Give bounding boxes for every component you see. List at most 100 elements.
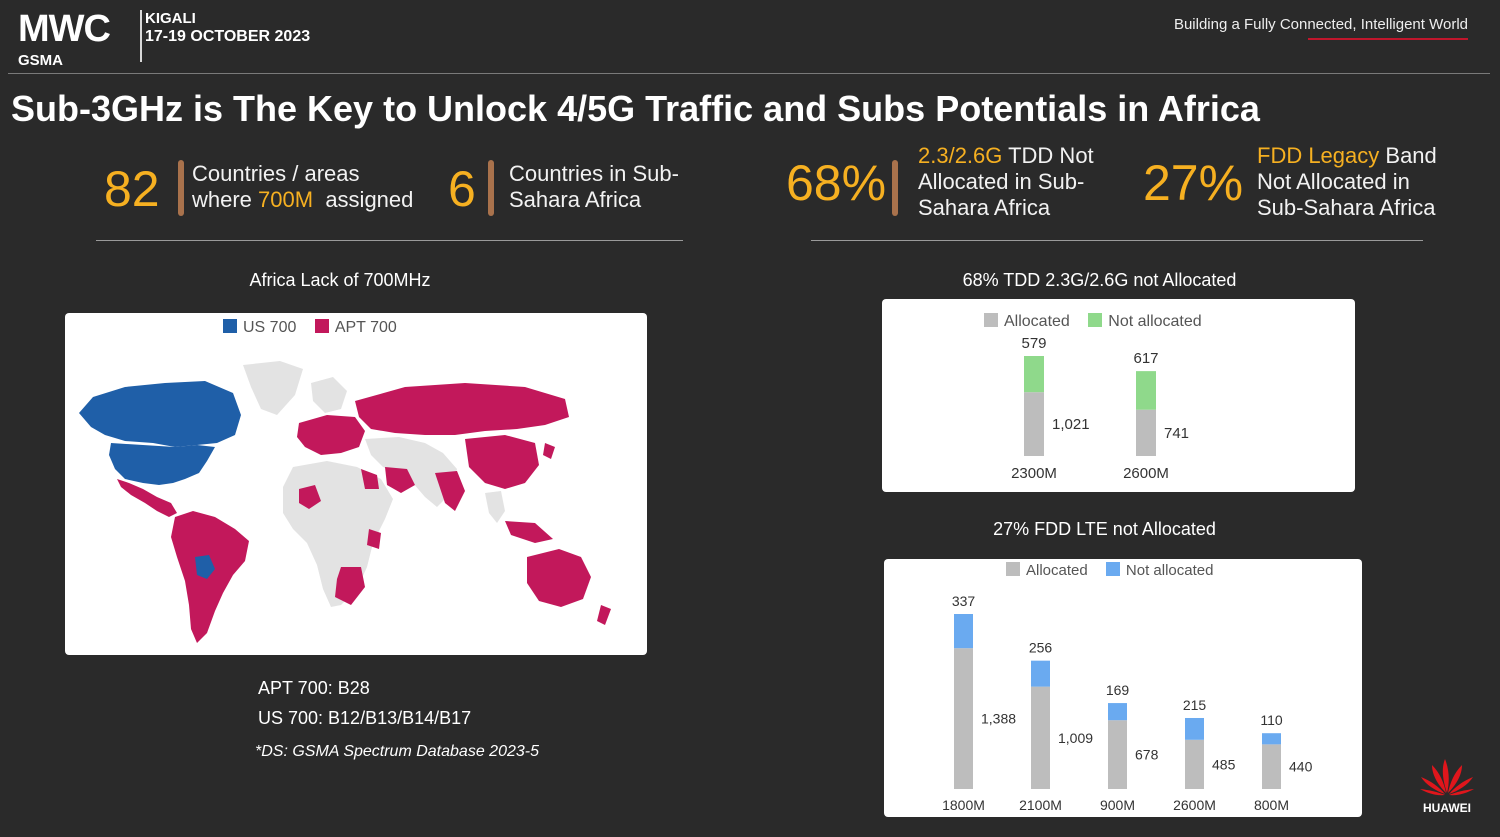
legend-swatch-us700: [223, 319, 237, 333]
map-africa-apt-west: [299, 485, 321, 509]
world-map: [79, 361, 611, 643]
huawei-logo-icon: [1420, 759, 1474, 796]
kpi-line: Not Allocated in: [1257, 169, 1410, 194]
bar-not-allocated-800M: [1262, 733, 1281, 745]
data-label-allocated: 1,021: [1052, 416, 1090, 433]
tdd-chart-panel: Allocated Not allocated 579 1,021 2300M 617…: [882, 299, 1355, 492]
map-south-america: [171, 511, 249, 643]
kpi-accent-bar: [892, 160, 898, 216]
tagline-underline: [1308, 38, 1468, 40]
legend-label-not-allocated: Not allocated: [1108, 313, 1202, 330]
map-title: Africa Lack of 700MHz: [249, 270, 431, 290]
data-label-not-allocated: 256: [1029, 640, 1053, 656]
data-label-not-allocated: 215: [1183, 697, 1207, 713]
legend-label-allocated: Allocated: [1004, 313, 1070, 330]
map-usa: [109, 443, 215, 485]
category-label: 2600M: [1173, 797, 1216, 813]
kpi-separator-left: [96, 240, 683, 241]
legend-label-not-allocated: Not allocated: [1125, 562, 1214, 579]
map-russia: [355, 383, 569, 435]
source-note: *DS: GSMA Spectrum Database 2023-5: [255, 743, 539, 760]
kpi-text: TDD Not: [1002, 143, 1094, 168]
map-china: [465, 435, 539, 489]
kpi-line: Countries in Sub-: [509, 161, 679, 186]
kpi-text: assigned: [313, 187, 414, 212]
map-egypt: [361, 469, 379, 489]
kpi-highlight: 2.3/2.6G: [918, 143, 1003, 168]
map-indonesia: [505, 521, 553, 543]
map-japan: [543, 443, 555, 459]
legend-label-apt700: APT 700: [334, 319, 397, 336]
category-label: 2600M: [1123, 465, 1169, 482]
kpi-line: Sub-Sahara Africa: [1257, 195, 1436, 220]
world-map-panel: US 700 APT 700: [65, 313, 647, 655]
map-mexico: [117, 479, 177, 517]
tagline: Building a Fully Connected, Intelligent …: [1173, 16, 1468, 33]
bar-not-allocated-2600M: [1185, 717, 1204, 740]
legend-swatch-not-allocated: [1105, 562, 1120, 576]
map-southern-africa: [335, 567, 365, 605]
kpi-value-countries-700m: 82: [104, 161, 160, 217]
kpi-line: Sahara Africa: [918, 195, 1051, 220]
map-africa-apt-east: [367, 529, 381, 549]
bar-not-allocated-1800M: [954, 614, 973, 649]
kpi-desc-ssa-countries: Countries in Sub- Sahara Africa: [509, 161, 679, 213]
kpi-value-fdd: 27%: [1143, 155, 1244, 211]
kpi-line: Countries / areas: [192, 161, 360, 186]
kpi-value-ssa-countries: 6: [448, 161, 476, 217]
data-label-not-allocated: 617: [1133, 350, 1158, 367]
category-label: 2100M: [1019, 797, 1062, 813]
category-label: 800M: [1254, 797, 1289, 813]
bar-allocated-2300M: [1024, 392, 1044, 456]
kpi-highlight: FDD Legacy: [1257, 143, 1380, 168]
fdd-stacked-bar-chart: 337 1,388 1800M 256 1,009 2100M 169 678 900M 215 4…: [942, 593, 1313, 813]
note-us700: US 700: B12/B13/B14/B17: [258, 708, 472, 728]
note-apt700: APT 700: B28: [258, 678, 370, 698]
legend-swatch-allocated: [984, 313, 998, 327]
map-europe: [297, 415, 365, 455]
map-greenland: [243, 361, 303, 415]
data-label-allocated: 485: [1212, 756, 1236, 772]
kpi-text: Band: [1379, 143, 1437, 168]
event-date: 17-19 OCTOBER 2023: [145, 28, 311, 45]
map-scandinavia: [311, 377, 347, 413]
event-city: KIGALI: [145, 10, 196, 27]
category-label: 2300M: [1011, 465, 1057, 482]
bar-allocated-2100M: [1031, 686, 1050, 789]
legend-label-allocated: Allocated: [1026, 562, 1088, 579]
data-label-not-allocated: 169: [1106, 682, 1130, 698]
slide-title: Sub-3GHz is The Key to Unlock 4/5G Traff…: [11, 88, 1260, 129]
kpi-line: Allocated in Sub-: [918, 169, 1085, 194]
fdd-chart-title: 27% FDD LTE not Allocated: [993, 519, 1216, 539]
kpi-text: where: [192, 187, 259, 212]
data-label-not-allocated: 337: [952, 593, 976, 609]
gsma-label: GSMA: [18, 52, 63, 69]
kpi-desc-fdd: FDD Legacy Band Not Allocated in Sub-Sah…: [1257, 143, 1437, 221]
kpi-line: FDD Legacy Band: [1257, 143, 1437, 169]
fdd-chart-panel: Allocated Not allocated 337 1,388 1800M 256…: [884, 559, 1362, 817]
bar-allocated-900M: [1108, 720, 1127, 789]
kpi-desc-tdd: 2.3/2.6G TDD Not Allocated in Sub- Sahar…: [918, 143, 1094, 221]
bar-not-allocated-2600M: [1136, 371, 1156, 410]
bar-not-allocated-2300M: [1024, 356, 1044, 393]
tdd-stacked-bar-chart: 579 1,021 2300M 617 741 2600M: [1011, 335, 1189, 482]
header-divider: [140, 10, 142, 62]
data-label-allocated: 1,388: [981, 711, 1016, 727]
data-label-allocated: 741: [1164, 425, 1189, 442]
tdd-legend: Allocated Not allocated: [984, 313, 1202, 331]
category-label: 900M: [1100, 797, 1135, 813]
data-label-allocated: 440: [1289, 759, 1313, 775]
bar-allocated-2600M: [1136, 409, 1156, 456]
map-australia: [527, 549, 591, 607]
mwc-logo: MWC: [18, 8, 111, 50]
bar-not-allocated-2100M: [1031, 660, 1050, 687]
kpi-line: where 700M assigned: [192, 187, 413, 213]
bar-not-allocated-900M: [1108, 703, 1127, 721]
map-bolivia: [195, 555, 215, 579]
map-new-zealand: [597, 605, 611, 625]
map-se-asia: [485, 491, 505, 523]
map-india: [435, 471, 465, 511]
kpi-separator-right: [811, 240, 1423, 241]
kpi-line: 2.3/2.6G TDD Not: [918, 143, 1094, 169]
bar-allocated-800M: [1262, 744, 1281, 789]
